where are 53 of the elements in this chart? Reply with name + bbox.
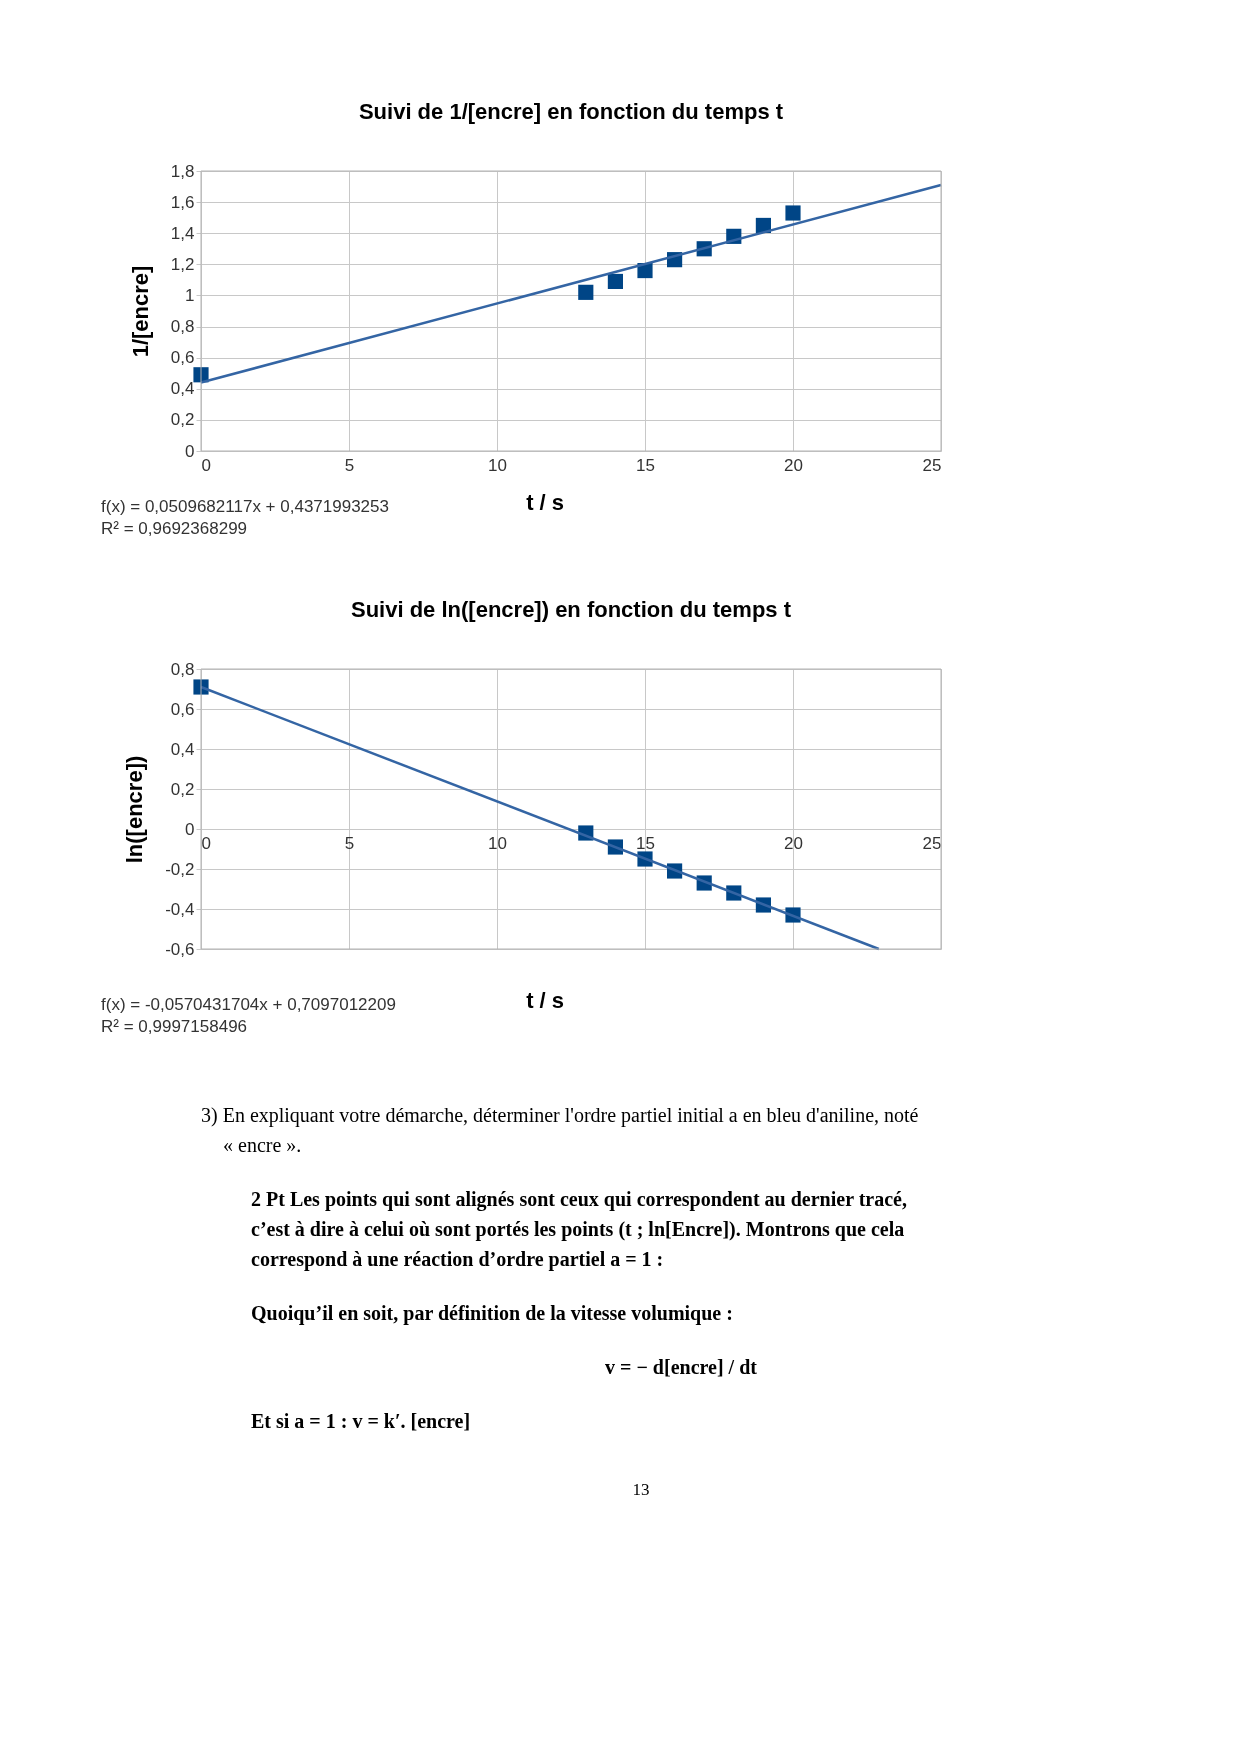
x-tick-label: 0 xyxy=(201,833,211,853)
x-tick-label: 15 xyxy=(636,833,655,853)
y-tick-label: 0,4 xyxy=(170,379,195,399)
point xyxy=(607,273,623,290)
chart-title: Suivi de 1/[encre] en fonction du temps t xyxy=(358,99,784,124)
text: correspond à une réaction d’ordre partiel a = 1 : xyxy=(251,1248,664,1271)
y-tick-label: 1,2 xyxy=(170,254,195,274)
x-tick-label: 10 xyxy=(488,833,507,853)
x-axis-title: t / s xyxy=(526,988,565,1013)
text: R² = 0,9692368299 xyxy=(101,519,248,538)
y-tick-label: -0,6 xyxy=(165,939,195,959)
y-tick-label: 1 xyxy=(185,285,195,305)
x-tick-label: 5 xyxy=(344,833,355,853)
y-tick-label: 0,2 xyxy=(170,779,195,799)
text: 3) En expliquant votre démarche, déterminer l'ordre partiel initial a en bleu d'aniline, noté xyxy=(201,1104,919,1127)
y-tick-label: 1,4 xyxy=(170,223,195,243)
y-tick-label: 0 xyxy=(185,441,195,461)
text: Quoiqu’il en soit, par définition de la vitesse volumique : xyxy=(251,1302,733,1325)
text: « encre ». xyxy=(223,1134,302,1156)
y-axis-title: 1/[encre] xyxy=(127,265,153,358)
y-tick-label: 0,6 xyxy=(170,348,195,368)
chart-title: Suivi de ln([encre]) en fonction du temps t xyxy=(350,597,792,622)
y-tick-label: 0,2 xyxy=(170,410,195,430)
x-axis-title: t / s xyxy=(526,490,565,515)
text: v = − d[encre] / dt xyxy=(605,1356,758,1378)
text: f(x) = 0,0509682117x + 0,4371993253 xyxy=(101,497,389,516)
text: R² = 0,9997158496 xyxy=(101,1017,248,1036)
y-tick-label: 1,8 xyxy=(170,161,195,181)
y-tick-label: 0,6 xyxy=(170,699,195,719)
x-tick-label: 5 xyxy=(344,455,355,475)
y-tick-label: 0,4 xyxy=(170,739,195,759)
y-tick-label: 0 xyxy=(185,819,195,839)
x-tick-label: 25 xyxy=(922,455,942,475)
text: f(x) = -0,0570431704x + 0,7097012209 xyxy=(101,995,396,1014)
y-tick-label: 0,8 xyxy=(170,317,195,337)
point xyxy=(785,205,801,221)
text: c’est à dire à celui où sont portés les points (t ; ln[Encre]). Montrons que cela xyxy=(251,1218,905,1241)
y-tick-label: 1,6 xyxy=(170,192,195,212)
x-tick-label: 20 xyxy=(784,455,803,475)
x-tick-label: 15 xyxy=(636,455,655,475)
text: 2 Pt Les points qui sont alignés sont ceux qui correspondent au dernier tracé, xyxy=(251,1188,907,1211)
x-tick-label: 0 xyxy=(201,455,211,475)
text: Et si a = 1 : v = k′. [encre] xyxy=(251,1410,471,1432)
y-axis-title: ln([encre]) xyxy=(122,755,148,864)
point xyxy=(578,284,594,300)
x-tick-label: 20 xyxy=(784,833,803,853)
y-tick-label: -0,4 xyxy=(165,899,195,919)
x-tick-label: 10 xyxy=(488,455,507,475)
x-tick-label: 25 xyxy=(922,833,942,853)
y-tick-label: -0,2 xyxy=(165,859,195,879)
point xyxy=(193,679,209,695)
y-tick-label: 0,8 xyxy=(170,659,195,679)
text: 13 xyxy=(632,1480,650,1499)
